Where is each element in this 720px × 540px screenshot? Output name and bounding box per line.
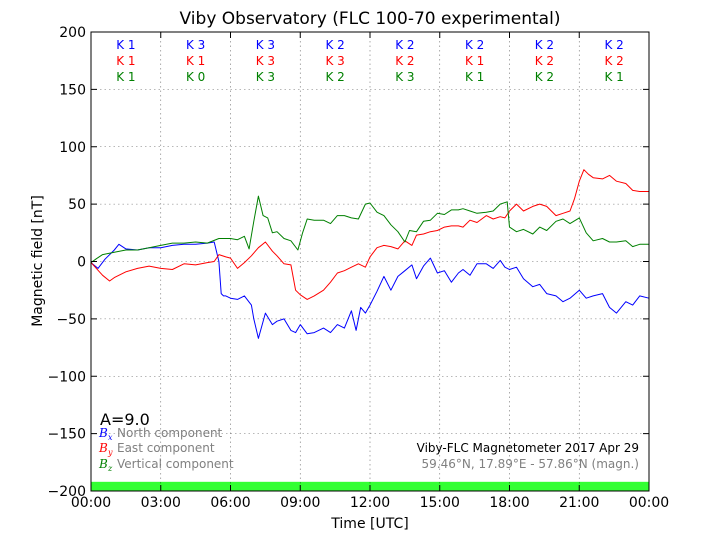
k-index-y: K 3 bbox=[256, 54, 275, 68]
chart-title: Viby Observatory (FLC 100-70 experimenta… bbox=[180, 9, 561, 29]
x-tick-label: 18:00 bbox=[489, 495, 529, 511]
k-index-x: K 2 bbox=[535, 38, 554, 52]
series-line-x bbox=[90, 241, 650, 339]
k-index-z: K 1 bbox=[604, 70, 623, 84]
y-tick-label: 100 bbox=[59, 140, 86, 156]
y-tick-label: −100 bbox=[48, 369, 86, 385]
series-line-z bbox=[90, 195, 649, 264]
k-index-z: K 1 bbox=[116, 70, 135, 84]
legend-subscript-x: x bbox=[108, 433, 113, 442]
x-tick-label: 06:00 bbox=[210, 495, 250, 511]
k-index-z: K 3 bbox=[395, 70, 414, 84]
x-tick-label: 15:00 bbox=[420, 495, 460, 511]
legend-label-z: Vertical component bbox=[117, 457, 234, 471]
k-index-x: K 3 bbox=[186, 38, 205, 52]
instrument-info: Viby-FLC Magnetometer 2017 Apr 29 bbox=[417, 441, 639, 455]
k-index-x: K 1 bbox=[116, 38, 135, 52]
k-index-x: K 3 bbox=[256, 38, 275, 52]
legend-label-x: North component bbox=[117, 426, 223, 440]
x-axis-label: Time [UTC] bbox=[330, 516, 408, 532]
k-index-x: K 2 bbox=[325, 38, 344, 52]
k-index-z: K 2 bbox=[325, 70, 344, 84]
y-tick-label: 200 bbox=[59, 25, 86, 41]
k-index-y: K 1 bbox=[465, 54, 484, 68]
y-axis-label: Magnetic field [nT] bbox=[30, 195, 46, 327]
y-tick-label: 150 bbox=[59, 82, 86, 98]
k-index-y: K 2 bbox=[535, 54, 554, 68]
k-index-z: K 1 bbox=[465, 70, 484, 84]
k-index-x: K 2 bbox=[395, 38, 414, 52]
activity-index: A=9.0 bbox=[100, 410, 150, 429]
x-tick-label: 00:00 bbox=[71, 495, 111, 511]
series-line-y bbox=[90, 169, 649, 300]
k-index-z: K 0 bbox=[186, 70, 205, 84]
k-index-y: K 2 bbox=[604, 54, 623, 68]
legend-symbol-z: B bbox=[98, 457, 108, 471]
k-index-y: K 2 bbox=[395, 54, 414, 68]
y-tick-label: −50 bbox=[56, 312, 86, 328]
k-index-y: K 3 bbox=[325, 54, 344, 68]
y-tick-label: 0 bbox=[77, 255, 86, 271]
k-index-y: K 1 bbox=[116, 54, 135, 68]
legend-subscript-y: y bbox=[107, 448, 113, 457]
y-tick-label: −150 bbox=[48, 427, 86, 443]
k-index-z: K 2 bbox=[535, 70, 554, 84]
x-tick-label: 21:00 bbox=[559, 495, 599, 511]
k-index-z: K 3 bbox=[256, 70, 275, 84]
k-index-x: K 2 bbox=[604, 38, 623, 52]
y-tick-label: −200 bbox=[48, 484, 86, 500]
legend-label-y: East component bbox=[117, 441, 215, 455]
x-tick-label: 12:00 bbox=[350, 495, 390, 511]
y-tick-label: 50 bbox=[68, 197, 86, 213]
legend-symbol-x: B bbox=[98, 426, 108, 440]
legend-symbol-y: B bbox=[98, 441, 108, 455]
legend-subscript-z: z bbox=[107, 464, 113, 473]
x-tick-label: 09:00 bbox=[280, 495, 320, 511]
location-info: 59.46°N, 17.89°E - 57.86°N (magn.) bbox=[422, 457, 639, 471]
k-index-x: K 2 bbox=[465, 38, 484, 52]
x-tick-label: 00:00 bbox=[629, 495, 669, 511]
x-tick-label: 03:00 bbox=[141, 495, 181, 511]
k-index-y: K 1 bbox=[186, 54, 205, 68]
